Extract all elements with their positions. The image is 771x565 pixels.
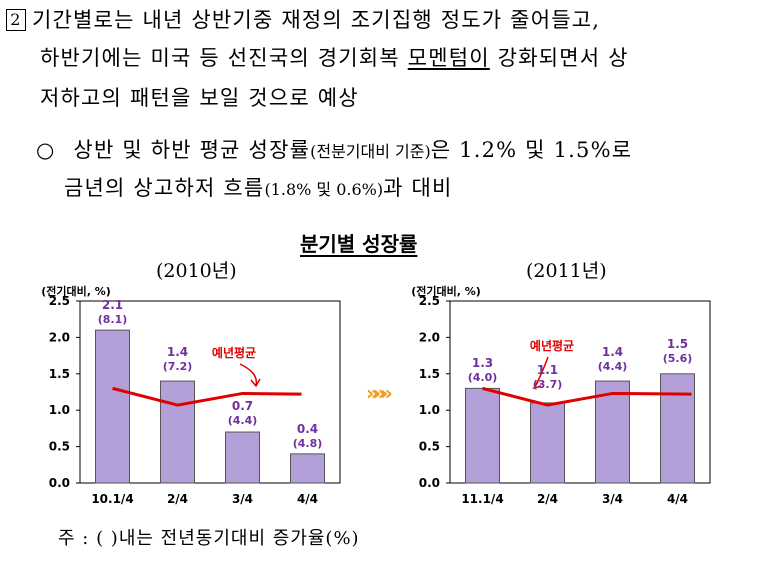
x-tick-label: 3/4 [232,492,253,506]
y-tick-label: 0.0 [419,476,440,490]
transition-arrows: »»» [366,381,393,405]
y-tick-label: 1.5 [419,367,440,381]
y-tick-label: 2.5 [419,294,440,308]
average-line [112,386,302,407]
section-number: 2 [6,9,26,31]
y-tick-label: 0.0 [49,476,70,490]
value-label: 0.4 [297,422,318,436]
bar [465,387,500,484]
x-tick-label: 2/4 [167,492,188,506]
bar [160,380,195,484]
plot-area [79,300,341,484]
x-tick-label: 4/4 [297,492,318,506]
para2-line2: 금년의 상고하저 흐름(1.8% 및 0.6%)과 대비 [64,176,453,200]
yoy-label: (5.6) [663,352,693,365]
x-tick-label: 3/4 [602,492,623,506]
para1-line3: 저하고의 패턴을 보일 것으로 예상 [40,86,359,110]
bar [595,380,630,484]
figure-title: 분기별 성장률 [300,232,418,256]
bar [95,329,130,484]
chart-2010: (전기대비, %) 0.0 0.5 1.0 1.5 2.0 2.5 10.1/4 2/4 3/4 4… [41,284,341,506]
value-label: 1.3 [472,356,493,370]
y-tick-label: 1.5 [49,367,70,381]
x-tick-label: 2/4 [537,492,558,506]
y-tick-label: 0.5 [49,440,70,454]
value-label: 0.7 [232,399,253,413]
y-tick-label: 2.0 [419,330,440,344]
para1-line2: 하반기에는 미국 등 선진국의 경기회복 모멘텀이 강화되면서 상 [40,46,629,70]
y-tick-label: 2.5 [49,294,70,308]
value-label: 1.4 [602,345,623,359]
y-axis-title: (전기대비, %) [41,284,111,298]
y-tick-label: 1.0 [419,403,440,417]
average-line [482,386,692,407]
average-line-label: 예년평균 [212,345,256,360]
value-label: 2.1 [102,298,123,312]
yoy-label: (3.7) [533,378,563,391]
yoy-label: (8.1) [98,313,128,326]
bar [530,402,565,484]
plot-area [449,300,711,484]
para2-line1: ○ 상반 및 하반 평균 성장률(전분기대비 기준)은 1.2% 및 1.5%로 [36,138,633,162]
y-tick-label: 2.0 [49,330,70,344]
underlined-term: 모멘텀이 [407,46,490,70]
y-tick-label: 1.0 [49,403,70,417]
y-axis-title: (전기대비, %) [411,284,481,298]
chart-2011: (전기대비, %) 0.0 0.5 1.0 1.5 2.0 2.5 11.1/4 2/4 3/4 4… [411,284,711,506]
average-line-pointer [239,363,261,388]
y-tick-label: 0.5 [419,440,440,454]
yoy-label: (4.8) [293,437,323,450]
yoy-label: (4.0) [468,371,498,384]
average-line-pointer [532,356,549,390]
bar [225,431,260,484]
bullet: ○ [36,138,56,162]
value-label: 1.5 [667,337,688,351]
yoy-label: (7.2) [163,360,193,373]
value-label: 1.1 [537,363,558,377]
yoy-label: (4.4) [228,414,258,427]
chart-right-title: (2011년) [526,260,607,282]
value-label: 1.4 [167,345,188,359]
average-line-label: 예년평균 [530,338,574,353]
x-tick-label: 11.1/4 [461,492,503,506]
bar [660,373,695,484]
chart-left-title: (2010년) [156,260,237,282]
x-tick-label: 10.1/4 [91,492,133,506]
footnote: 주 : ( )내는 전년동기대비 증가율(%) [58,528,360,549]
yoy-label: (4.4) [598,360,628,373]
x-tick-label: 4/4 [667,492,688,506]
para1-line1: 2 기간별로는 내년 상반기중 재정의 조기집행 정도가 줄어들고, [6,4,600,34]
bar [290,453,325,484]
